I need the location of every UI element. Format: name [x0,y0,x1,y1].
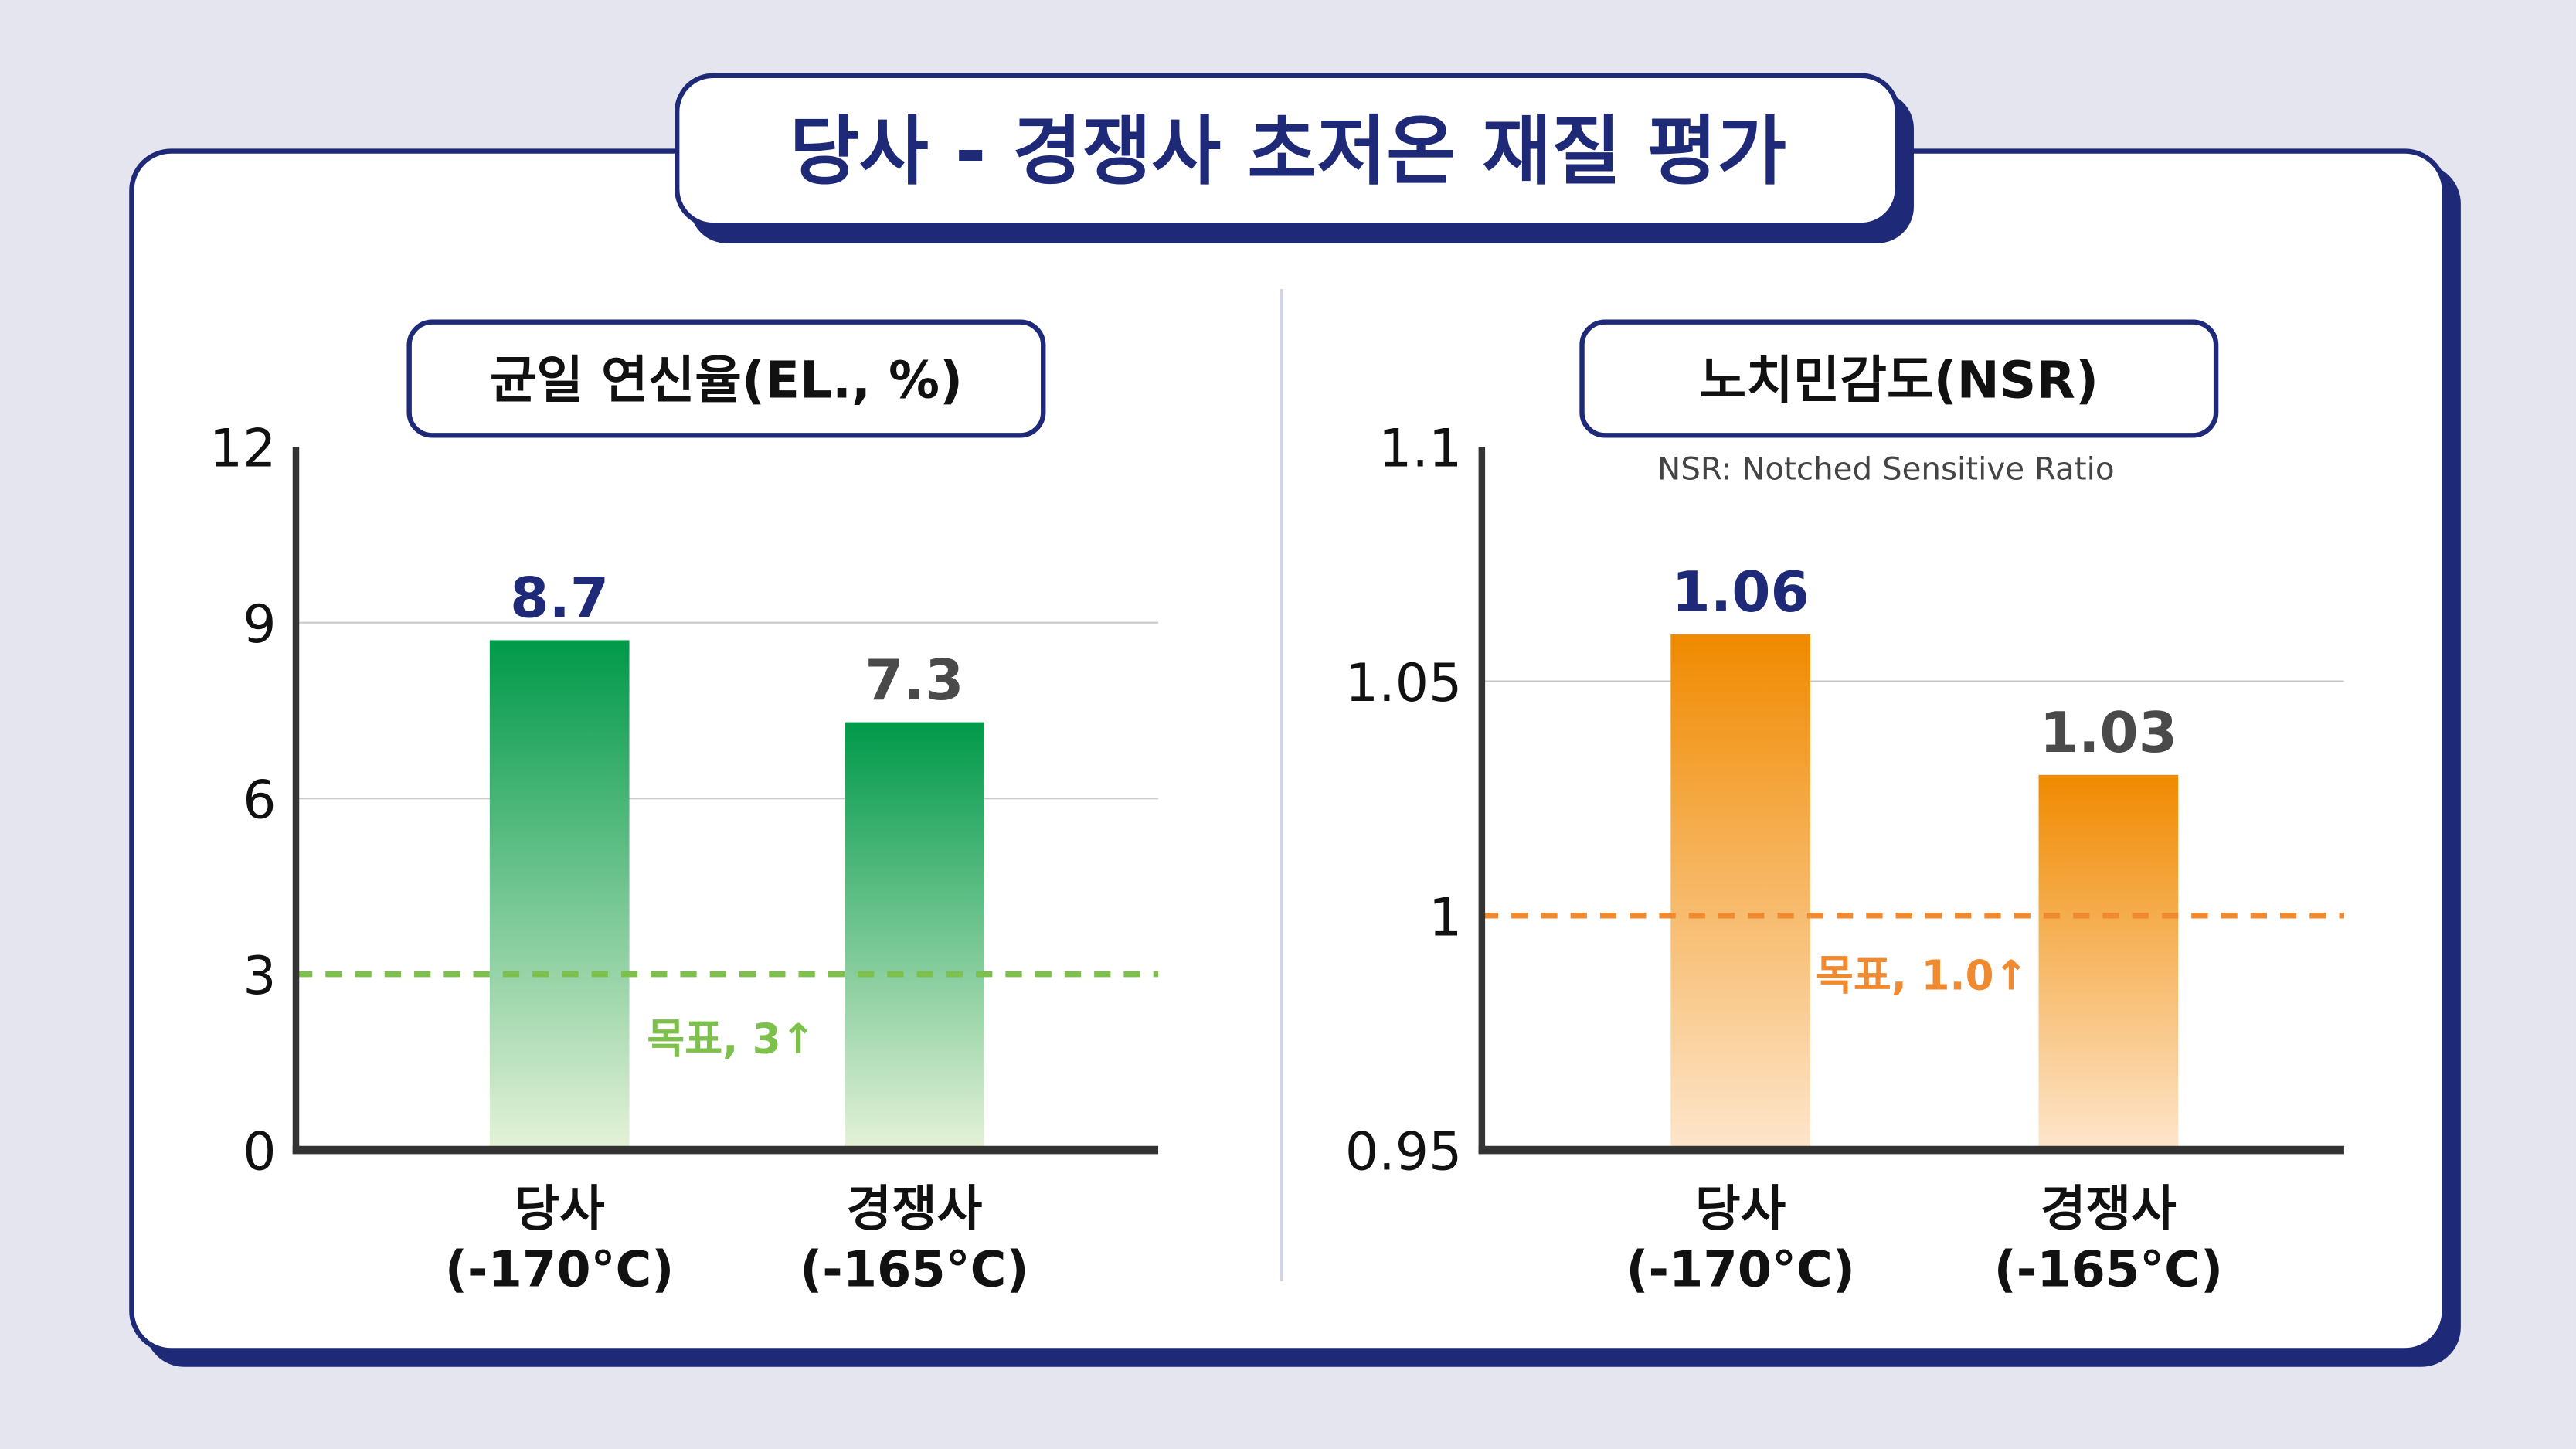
x-category-label: (-165°C) [800,1242,1029,1299]
y-tick-label: 0.95 [1345,1122,1462,1183]
target-label: 목표, 3↑ [647,1015,815,1063]
y-tick-label: 1.1 [1378,419,1462,480]
y-tick-label: 3 [243,946,276,1007]
x-category-label: (-170°C) [1626,1242,1855,1299]
page-title: 당사 - 경쟁사 초저온 재질 평가 [790,108,1786,196]
chart-title: 균일 연신율(EL., %) [490,350,963,410]
y-tick-label: 1 [1429,887,1462,948]
bar-value-label: 1.06 [1672,560,1810,625]
elongation-chart: 균일 연신율(EL., %) 0 3 6 9 12 8.7 당사(-170°C) 7.3 경쟁사(… [209,319,1159,1299]
y-tick-label: 12 [209,419,277,480]
nsr-chart: 노치민감도(NSR) NSR: Notched Sensitive Ratio 0.… [1345,319,2344,1299]
bar [2038,774,2179,1151]
x-category-label: 당사 [1695,1181,1786,1238]
bar-value-label: 8.7 [510,566,609,631]
bar [1670,634,1811,1151]
bar-value-label: 1.03 [2040,701,2177,766]
x-category-label: 당사 [515,1181,605,1238]
chart-title-box [406,319,1046,438]
chart-title-box [1579,319,2219,438]
y-tick-label: 9 [243,594,276,655]
bar [489,640,630,1151]
y-tick-label: 0 [243,1122,276,1183]
x-category-label: (-170°C) [445,1242,675,1299]
x-category-label: (-165°C) [1994,1242,2224,1299]
bar-value-label: 7.3 [865,648,963,713]
chart-subtitle: NSR: Notched Sensitive Ratio [1657,451,2115,488]
chart-title: 노치민감도(NSR) [1699,350,2099,410]
y-tick-label: 1.05 [1345,653,1462,714]
bar [845,722,984,1151]
x-category-label: 경쟁사 [846,1181,982,1238]
target-label: 목표, 1.0↑ [1816,951,2028,999]
y-tick-label: 6 [243,770,276,832]
title-box [674,73,1900,228]
x-category-label: 경쟁사 [2041,1181,2177,1238]
